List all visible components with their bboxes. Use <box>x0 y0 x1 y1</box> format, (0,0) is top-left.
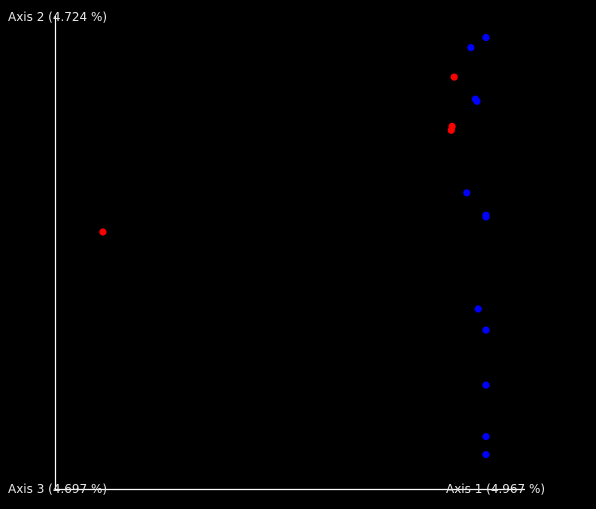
axis-2-label: Axis 2 (4.724 %) <box>8 10 108 24</box>
data-point <box>482 451 490 459</box>
data-point <box>482 326 490 334</box>
data-point <box>482 381 490 389</box>
data-point <box>473 97 481 105</box>
data-point <box>482 33 490 42</box>
axis-1-label: Axis 1 (4.967 %) <box>446 482 546 496</box>
data-point <box>99 228 107 236</box>
data-point <box>482 433 490 441</box>
data-point <box>467 44 475 52</box>
data-point <box>463 189 471 197</box>
data-point <box>474 305 482 313</box>
data-point <box>482 211 490 219</box>
axis-3-label: Axis 3 (4.697 %) <box>8 482 108 496</box>
data-point <box>447 126 455 134</box>
data-points <box>99 33 490 459</box>
data-point <box>450 73 458 81</box>
